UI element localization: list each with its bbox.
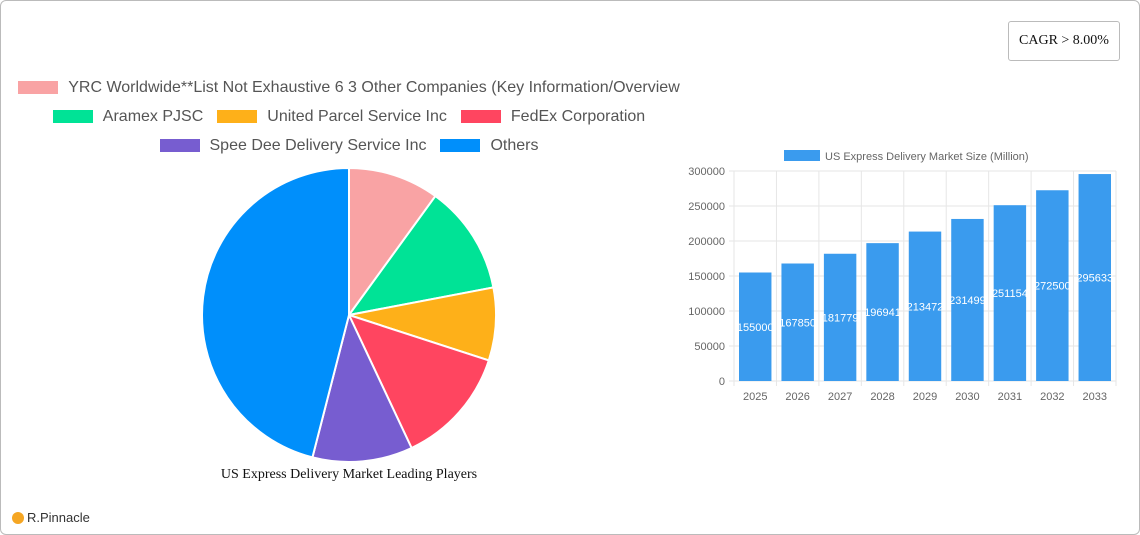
x-tick-label: 2025 <box>743 391 767 403</box>
legend-label: YRC Worldwide**List Not Exhaustive 6 3 O… <box>68 78 680 96</box>
legend-swatch <box>52 110 93 123</box>
logo: R.Pinnacle <box>12 510 90 525</box>
x-tick-label: 2027 <box>828 391 852 403</box>
logo-icon <box>12 511 24 524</box>
pie-legend: YRC Worldwide**List Not Exhaustive 6 3 O… <box>1 73 697 160</box>
legend-swatch <box>159 139 200 152</box>
bar[interactable] <box>739 272 772 382</box>
cagr-badge: CAGR > 8.00% <box>1008 21 1120 61</box>
legend-label: Others <box>490 136 539 154</box>
x-tick-label: 2028 <box>870 391 894 403</box>
legend-swatch <box>18 81 59 94</box>
bar-value-label: 213472 <box>907 301 944 313</box>
x-tick-label: 2033 <box>1083 391 1107 403</box>
y-tick-label: 300000 <box>688 166 725 178</box>
bar[interactable] <box>951 218 984 381</box>
bar-value-label: 295633 <box>1076 273 1113 285</box>
x-tick-label: 2026 <box>785 391 809 403</box>
bar[interactable] <box>993 205 1027 381</box>
x-tick-label: 2032 <box>1040 391 1064 403</box>
legend-label: Spee Dee Delivery Service Inc <box>209 136 427 154</box>
pie-slice[interactable] <box>348 166 437 319</box>
bar-value-label: 196941 <box>864 307 901 319</box>
bar-value-label: 231499 <box>949 295 986 307</box>
legend-label: Aramex PJSC <box>102 107 204 125</box>
y-tick-label: 250000 <box>688 201 725 213</box>
x-tick-label: 2031 <box>998 391 1022 403</box>
legend-item[interactable]: YRC Worldwide**List Not Exhaustive 6 3 O… <box>18 79 680 97</box>
legend-item[interactable]: Others <box>440 136 539 155</box>
pie-slice[interactable] <box>347 313 491 450</box>
bar[interactable] <box>1036 190 1069 381</box>
pie-slice[interactable] <box>201 166 350 459</box>
bar-value-label: 155000 <box>737 322 774 334</box>
bar[interactable] <box>866 243 899 381</box>
legend-item[interactable]: Aramex PJSC <box>52 107 204 126</box>
pie-slice[interactable] <box>346 194 495 317</box>
bar[interactable] <box>908 231 942 381</box>
legend-label: United Parcel Service Inc <box>267 107 447 125</box>
legend-swatch <box>460 110 501 123</box>
x-tick-label: 2029 <box>913 391 937 403</box>
bar-legend-label[interactable]: US Express Delivery Market Size (Million… <box>825 151 1029 163</box>
legend-item[interactable]: Spee Dee Delivery Service Inc <box>159 136 427 155</box>
bar-value-label: 272500 <box>1034 281 1071 293</box>
bar-value-label: 251154 <box>992 288 1028 300</box>
legend-item[interactable]: United Parcel Service Inc <box>217 108 447 126</box>
y-tick-label: 50000 <box>694 341 725 353</box>
y-tick-label: 150000 <box>688 271 725 283</box>
bar-chart: 0 50000 100000 150000 200000 250000 300000 US E… <box>688 150 1117 403</box>
pie-slice[interactable] <box>311 312 413 463</box>
bar[interactable] <box>823 253 857 381</box>
legend-swatch <box>440 139 481 152</box>
bar-legend-swatch <box>784 150 820 161</box>
pie-title: US Express Delivery Market Leading Playe… <box>220 467 478 482</box>
logo-text: R.Pinnacle <box>27 510 90 525</box>
bar[interactable] <box>1078 174 1111 381</box>
y-tick-label: 200000 <box>688 236 725 248</box>
legend-label: FedEx Corporation <box>510 107 646 125</box>
legend-swatch <box>217 110 258 123</box>
y-tick-label: 100000 <box>688 306 725 318</box>
bar-value-label: 167850 <box>779 317 816 329</box>
bar-value-label: 181779 <box>822 312 859 324</box>
pie-chart <box>201 166 497 463</box>
x-tick-label: 2030 <box>955 391 979 403</box>
legend-item[interactable]: FedEx Corporation <box>460 107 646 126</box>
y-tick-label: 0 <box>719 376 725 388</box>
bar[interactable] <box>781 263 814 381</box>
